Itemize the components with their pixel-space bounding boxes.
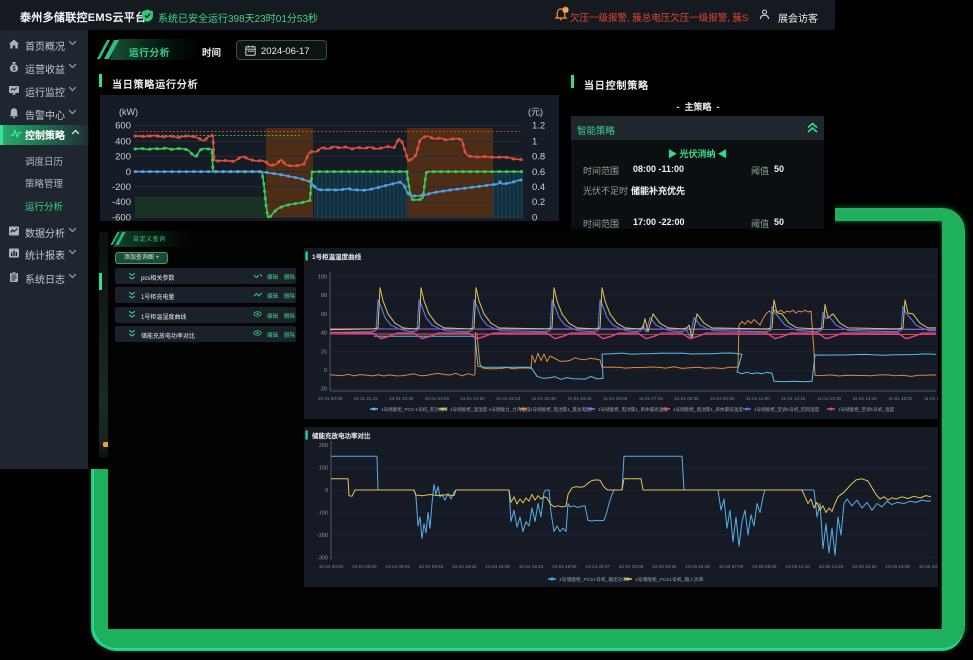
svg-text:1.2: 1.2: [532, 121, 545, 132]
svg-text:0.2: 0.2: [532, 197, 545, 208]
svg-text:11-01 02:15: 11-01 02:15: [496, 396, 521, 401]
svg-text:-600: -600: [112, 212, 131, 221]
svg-text:10-25 12:10: 10-25 12:10: [785, 564, 810, 569]
svg-text:1号储能柜_PCS1号机_输出功率: 1号储能柜_PCS1号机_输出功率: [559, 576, 628, 583]
svg-text:1: 1: [532, 136, 537, 147]
svg-text:0: 0: [324, 368, 327, 374]
svg-text:10-24 09:02: 10-24 09:02: [385, 564, 410, 569]
svg-text:600: 600: [115, 121, 131, 132]
svg-text:11-01 12:15: 11-01 12:15: [781, 396, 806, 401]
svg-text:-300: -300: [317, 556, 328, 562]
svg-text:200: 200: [319, 443, 328, 449]
svg-text:1号储能柜_空调1号机_温度: 1号储能柜_空调1号机_温度: [838, 406, 895, 413]
svg-text:40: 40: [321, 331, 327, 337]
svg-text:10-25 18:06: 10-25 18:06: [885, 564, 910, 569]
svg-text:1号储能柜_PCS1号机_输入功率: 1号储能柜_PCS1号机_输入功率: [635, 576, 704, 583]
svg-text:1号储能柜_电池簇1_簇总电压: 1号储能柜_电池簇1_簇总电压: [530, 406, 591, 413]
svg-text:0: 0: [325, 488, 328, 494]
svg-text:10-26 23:09: 10-26 23:09: [919, 564, 938, 569]
svg-text:10-24 18:06: 10-24 18:06: [485, 564, 510, 569]
svg-text:0: 0: [126, 167, 131, 178]
svg-text:10-24 16:02: 10-24 16:02: [452, 564, 477, 569]
svg-text:-20: -20: [319, 387, 327, 393]
svg-text:23: 23: [563, 7, 569, 12]
svg-text:储能充放电功率对比: 储能充放电功率对比: [311, 431, 371, 440]
svg-text:10-31 23:45: 10-31 23:45: [425, 396, 450, 401]
svg-text:11-01 17:15: 11-01 17:15: [924, 396, 938, 401]
svg-text:$: $: [12, 66, 16, 72]
svg-text:-200: -200: [317, 533, 328, 539]
svg-text:1号储能柜_电池簇1_单体最低温度: 1号储能柜_电池簇1_单体最低温度: [673, 406, 743, 413]
svg-text:11-01 04:45: 11-01 04:45: [567, 396, 592, 401]
svg-text:11-01 03:30: 11-01 03:30: [532, 396, 557, 401]
svg-text:10-25 07:00: 10-25 07:00: [719, 564, 744, 569]
svg-text:10-31 22:30: 10-31 22:30: [389, 396, 414, 401]
svg-text:-100: -100: [317, 511, 328, 517]
svg-text:11-01 06:00: 11-01 06:00: [603, 396, 628, 401]
svg-text:0.4: 0.4: [532, 182, 545, 193]
svg-text:10-24 06:00: 10-24 06:00: [352, 564, 377, 569]
svg-text:(元): (元): [528, 107, 543, 117]
svg-text:10-24 20:47: 10-24 20:47: [585, 564, 610, 569]
svg-text:80: 80: [321, 293, 327, 299]
svg-text:10-24 19:06: 10-24 19:06: [552, 564, 577, 569]
svg-text:100: 100: [319, 466, 328, 472]
svg-text:20: 20: [321, 349, 327, 355]
svg-text:11-01 16:00: 11-01 16:00: [888, 396, 913, 401]
svg-text:11-01 13:30: 11-01 13:30: [817, 396, 842, 401]
svg-text:0: 0: [532, 212, 537, 221]
svg-text:-400: -400: [112, 197, 131, 208]
svg-text:1号柜温湿度曲线: 1号柜温湿度曲线: [312, 252, 362, 261]
svg-text:10-25 00:58: 10-25 00:58: [652, 564, 677, 569]
svg-text:0.6: 0.6: [532, 167, 545, 178]
svg-text:10-25 04:26: 10-25 04:26: [685, 564, 710, 569]
svg-text:0.8: 0.8: [532, 152, 545, 163]
svg-text:60: 60: [321, 312, 327, 318]
svg-text:200: 200: [115, 152, 131, 163]
svg-text:400: 400: [115, 136, 131, 147]
svg-text:10-24 18:22: 10-24 18:22: [519, 564, 544, 569]
svg-text:11-01 07:15: 11-01 07:15: [639, 396, 664, 401]
svg-text:10-25 16:20: 10-25 16:20: [852, 564, 877, 569]
svg-text:10-25 14:26: 10-25 14:26: [819, 564, 844, 569]
svg-text:-200: -200: [112, 182, 131, 193]
svg-text:10-24 09:45: 10-24 09:45: [419, 564, 444, 569]
svg-text:1号储能柜_温湿度-1号储能仓_仓内温度: 1号储能柜_温湿度-1号储能仓_仓内温度: [450, 406, 531, 413]
svg-text:(kW): (kW): [119, 107, 138, 117]
svg-text:10-24 00:00: 10-24 00:00: [319, 564, 344, 569]
svg-text:11-01 11:00: 11-01 11:00: [746, 396, 770, 401]
svg-text:10-31 21:15: 10-31 21:15: [353, 396, 378, 401]
svg-text:1号储能柜_PCS-1号机_有功功率: 1号储能柜_PCS-1号机_有功功率: [381, 406, 449, 413]
svg-text:1号储能柜_空调1号机_回风温度: 1号储能柜_空调1号机_回风温度: [754, 406, 820, 413]
svg-text:11-01 08:30: 11-01 08:30: [674, 396, 699, 401]
svg-text:10-31 20:00: 10-31 20:00: [318, 396, 343, 401]
svg-text:100: 100: [318, 275, 327, 281]
svg-text:11-01 09:45: 11-01 09:45: [710, 396, 735, 401]
svg-text:10-24 23:06: 10-24 23:06: [619, 564, 644, 569]
svg-text:11-01 01:00: 11-01 01:00: [461, 396, 486, 401]
svg-text:1号储能柜_电池簇1_单体最高温度: 1号储能柜_电池簇1_单体最高温度: [598, 406, 668, 413]
svg-text:10-25 08:26: 10-25 08:26: [752, 564, 777, 569]
svg-text:11-01 14:45: 11-01 14:45: [853, 396, 878, 401]
